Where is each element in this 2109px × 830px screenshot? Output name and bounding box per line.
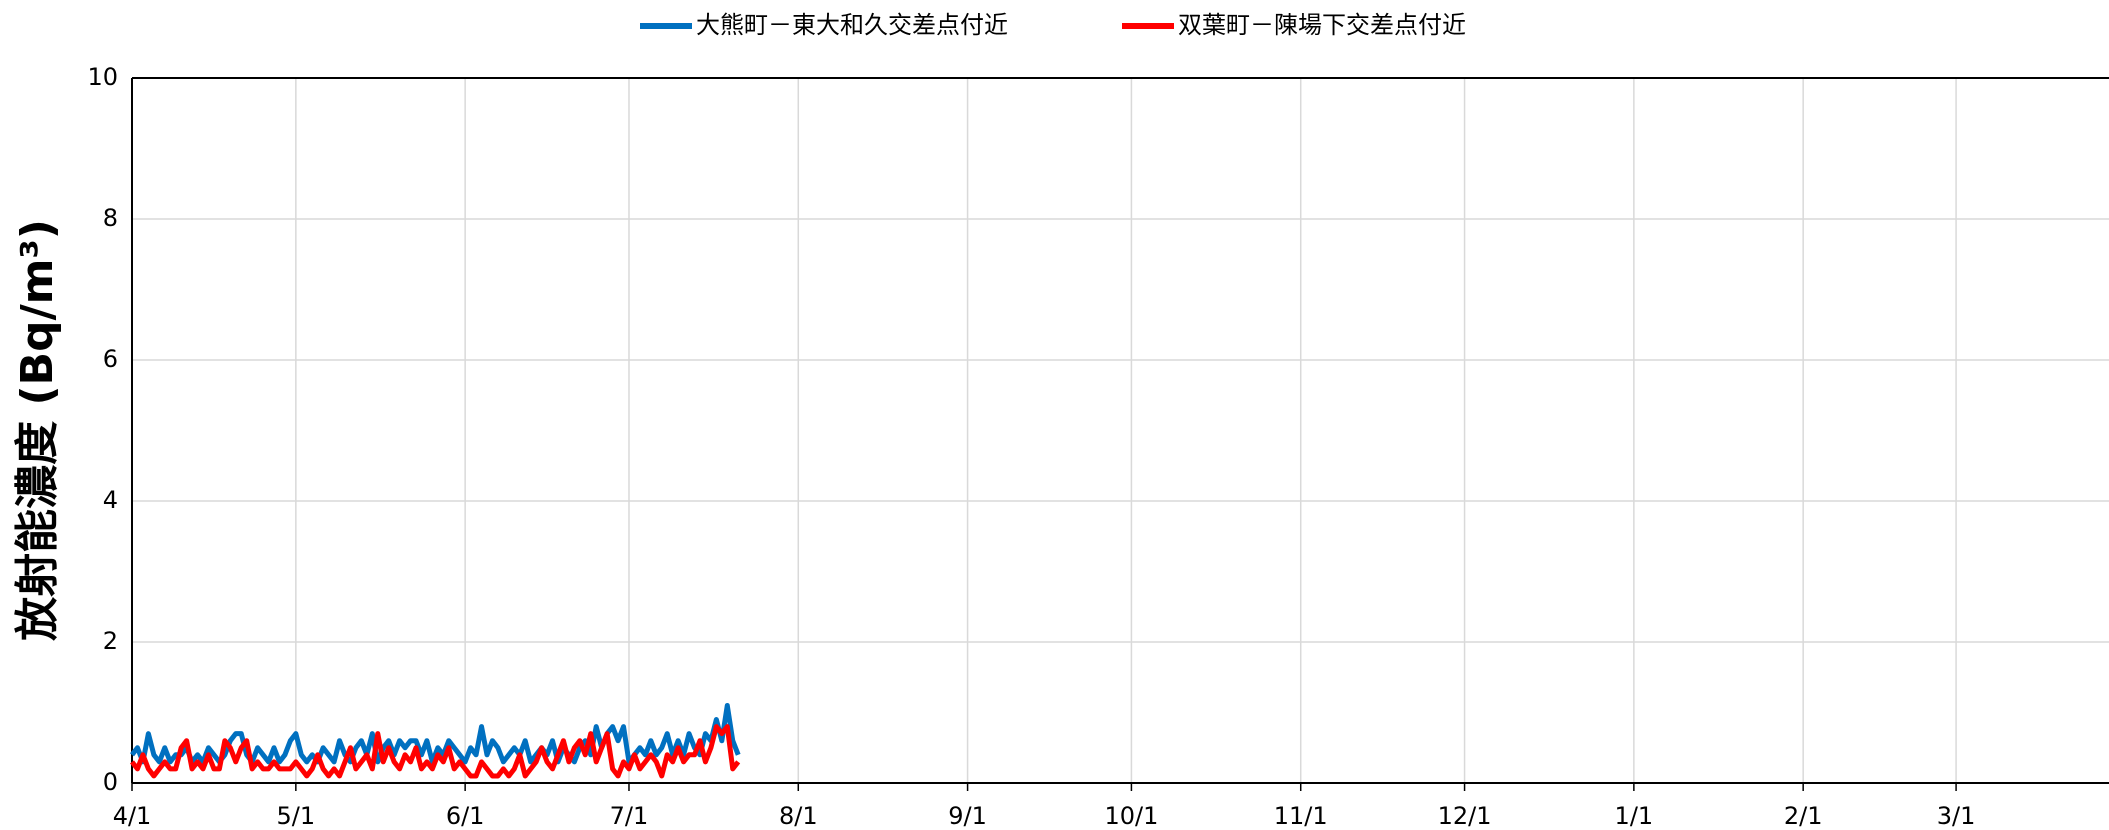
y-tick-label: 10	[87, 63, 118, 91]
x-tick-label: 9/1	[948, 802, 987, 830]
legend-label: 大熊町－東大和久交差点付近	[696, 11, 1008, 39]
x-tick-label: 5/1	[277, 802, 316, 830]
legend-label: 双葉町－陳場下交差点付近	[1178, 11, 1466, 39]
x-tick-label: 8/1	[779, 802, 818, 830]
x-tick-label: 3/1	[1937, 802, 1976, 830]
x-tick-label: 7/1	[610, 802, 649, 830]
x-tick-label: 2/1	[1784, 802, 1823, 830]
y-tick-label: 8	[103, 204, 118, 232]
x-tick-label: 11/1	[1274, 802, 1328, 830]
x-tick-label: 6/1	[446, 802, 485, 830]
y-tick-label: 4	[103, 486, 118, 514]
y-tick-label: 0	[103, 768, 118, 796]
y-tick-label: 6	[103, 345, 118, 373]
y-axis-label: 放射能濃度 (Bq/m³)	[12, 219, 63, 641]
x-tick-label: 4/1	[113, 802, 152, 830]
x-tick-label: 10/1	[1104, 802, 1158, 830]
series-line	[130, 724, 741, 779]
y-tick-label: 2	[103, 627, 118, 655]
series-line	[130, 702, 741, 765]
x-tick-label: 12/1	[1438, 802, 1492, 830]
x-tick-label: 1/1	[1615, 802, 1654, 830]
